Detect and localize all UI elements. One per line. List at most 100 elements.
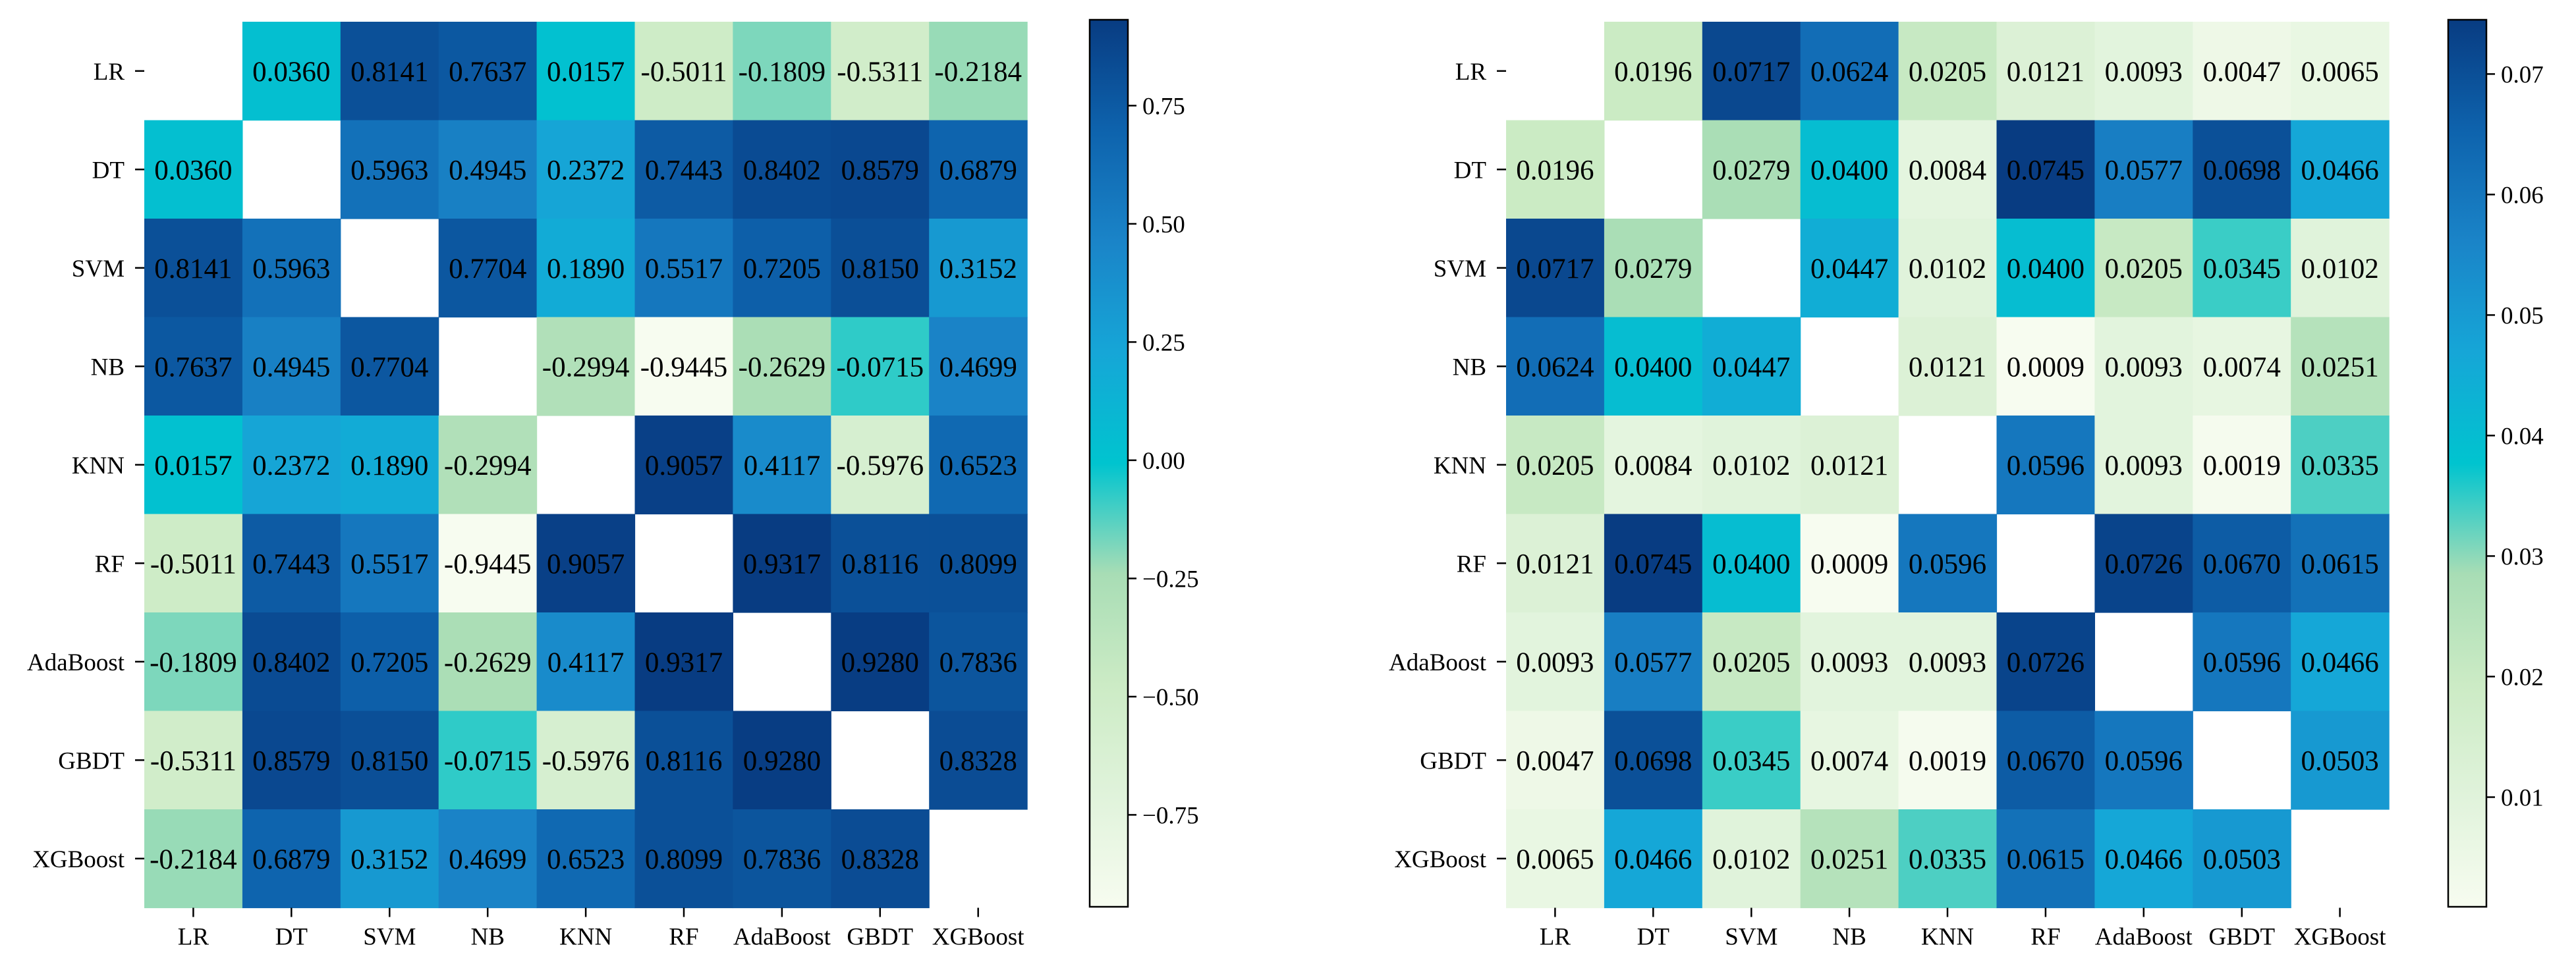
colorbar-tick-label: 0.07 <box>2501 61 2544 88</box>
y-tick-label: SVM <box>1434 256 1486 283</box>
cell-value-label: -0.2629 <box>739 352 826 383</box>
heatmap-cell-r7-c5 <box>634 711 733 810</box>
heatmap-cell-r5-c7 <box>831 514 930 613</box>
heatmap-cell-r1-c8 <box>2291 120 2390 219</box>
y-tick-label: DT <box>1454 157 1486 184</box>
cell-value-label: 0.0596 <box>1909 549 1986 579</box>
heatmap-cell-r5-c0 <box>1506 514 1605 613</box>
heatmap-cell-r6-c4 <box>1898 612 1998 712</box>
cell-value-label: 0.0670 <box>2203 549 2281 579</box>
heatmap-cell-r1-c0 <box>144 120 243 219</box>
y-tick-label: AdaBoost <box>27 649 125 676</box>
heatmap-cell-r7-c0 <box>1506 711 1605 810</box>
cell-value-label: 0.0745 <box>1614 549 1692 579</box>
cell-value-label: 0.0466 <box>2301 647 2378 678</box>
colorbar <box>1088 18 1129 908</box>
cell-value-label: -0.5011 <box>150 549 237 579</box>
cell-value-label: 0.0596 <box>2105 745 2183 776</box>
cell-value-label: 0.5963 <box>350 155 428 186</box>
cell-value-label: 0.9057 <box>547 549 625 579</box>
cell-value-label: 0.0093 <box>2105 352 2183 383</box>
heatmap-cell-r6-c1 <box>242 612 341 712</box>
heatmap-cell-r8-c1 <box>242 809 341 909</box>
cell-value-label: 0.8116 <box>646 745 723 776</box>
cell-value-label: 0.5963 <box>252 254 330 284</box>
cell-value-label: 0.8150 <box>841 254 919 284</box>
heatmap-cell-r3-c0 <box>1506 317 1605 416</box>
cell-value-label: 0.3152 <box>350 844 428 875</box>
cell-value-label: 0.0726 <box>2007 647 2085 678</box>
cell-value-label: 0.0745 <box>2007 155 2085 186</box>
cell-value-label: 0.0093 <box>1909 647 1986 678</box>
cell-value-label: 0.0717 <box>1516 254 1594 284</box>
cell-value-label: -0.9445 <box>444 549 532 579</box>
cell-value-label: -0.2184 <box>150 844 237 875</box>
cell-value-label: 0.0335 <box>1909 844 1986 875</box>
heatmap-cell-r2-c7 <box>2193 219 2291 318</box>
heatmap-cell-r4-c8 <box>929 416 1028 515</box>
heatmap-cell-r8-c7 <box>2193 809 2291 909</box>
cell-value-label: 0.1890 <box>547 254 625 284</box>
cell-value-label: 0.9317 <box>645 647 723 678</box>
cell-value-label: 0.0447 <box>1810 254 1888 284</box>
cell-value-label: 0.0196 <box>1614 57 1692 88</box>
cell-value-label: 0.7443 <box>252 549 330 579</box>
cell-value-label: 0.0279 <box>1712 155 1790 186</box>
cell-value-label: 0.2372 <box>252 450 330 481</box>
cell-value-label: 0.0400 <box>2007 254 2085 284</box>
heatmap-cell-r8-c7 <box>831 809 930 909</box>
cell-value-label: 0.0670 <box>2007 745 2085 776</box>
heatmap-cell-r5-c4 <box>536 514 636 613</box>
cell-value-label: 0.0102 <box>1909 254 1986 284</box>
heatmap-cell-r8-c6 <box>733 809 831 909</box>
cell-value-label: 0.3152 <box>939 254 1017 284</box>
cell-value-label: 0.0345 <box>2203 254 2281 284</box>
heatmap-cell-r7-c4 <box>536 711 636 810</box>
cell-value-label: 0.0279 <box>1614 254 1692 284</box>
heatmap-cell-r4-c0 <box>144 416 243 515</box>
heatmap-cell-r1-c2 <box>1702 120 1801 219</box>
colorbar-tick-label: 0.00 <box>1142 448 1185 475</box>
cell-value-label: 0.7704 <box>449 254 526 284</box>
heatmap-cell-r0-c6 <box>733 22 831 121</box>
cell-value-label: -0.2629 <box>444 647 532 678</box>
heatmap-cell-r6-c3 <box>1800 612 1899 712</box>
heatmap-cell-r4-c1 <box>242 416 341 515</box>
difference-heatmap-panel: 0.0196 0.0717 0.0624 0.0205 0.0121 0.0093 0.00… <box>1389 18 2544 951</box>
heatmap-cell-r1-c4 <box>536 120 636 219</box>
cell-value-label: 0.0009 <box>1810 549 1888 579</box>
colorbar-tick-label: 0.04 <box>2501 423 2544 450</box>
x-tick-label: AdaBoost <box>733 924 831 951</box>
cell-value-label: 0.8141 <box>154 254 232 284</box>
heatmap-cell-r2-c6 <box>2094 219 2193 318</box>
heatmap-cell-r2-c1 <box>1604 219 1703 318</box>
cell-value-label: 0.0615 <box>2301 549 2378 579</box>
heatmap-cell-r4-c0 <box>1506 416 1605 515</box>
cell-value-label: -0.2994 <box>444 450 532 481</box>
cell-value-label: 0.0065 <box>2301 57 2378 88</box>
y-tick-label: RF <box>1457 551 1486 578</box>
heatmap-cell-r1-c4 <box>1898 120 1998 219</box>
cell-value-label: 0.8099 <box>645 844 723 875</box>
y-tick-label: XGBoost <box>1394 846 1487 873</box>
heatmap-cell-r8-c3 <box>438 809 538 909</box>
y-tick-label: SVM <box>72 256 125 283</box>
heatmap-cell-r5-c0 <box>144 514 243 613</box>
heatmap-cell-r5-c7 <box>2193 514 2291 613</box>
colorbar-tick-label: 0.03 <box>2501 543 2544 570</box>
heatmap-cell-r3-c5 <box>634 317 733 416</box>
cell-value-label: 0.4699 <box>939 352 1017 383</box>
heatmap-cell-r0-c2 <box>1702 22 1801 121</box>
colorbar-tick-label: −0.75 <box>1142 802 1199 829</box>
cell-value-label: 0.8579 <box>252 745 330 776</box>
x-tick-label: GBDT <box>847 924 913 951</box>
heatmap-cell-r3-c7 <box>2193 317 2291 416</box>
cell-value-label: -0.2994 <box>542 352 630 383</box>
heatmap-cell-r4-c3 <box>438 416 538 515</box>
cell-value-label: 0.0503 <box>2203 844 2281 875</box>
heatmap-cell-r2-c5 <box>634 219 733 318</box>
heatmap-cell-r2-c4 <box>536 219 636 318</box>
heatmap-cell-r4-c5 <box>634 416 733 515</box>
heatmap-cell-r5-c4 <box>1898 514 1998 613</box>
heatmap-cell-r5-c3 <box>1800 514 1899 613</box>
